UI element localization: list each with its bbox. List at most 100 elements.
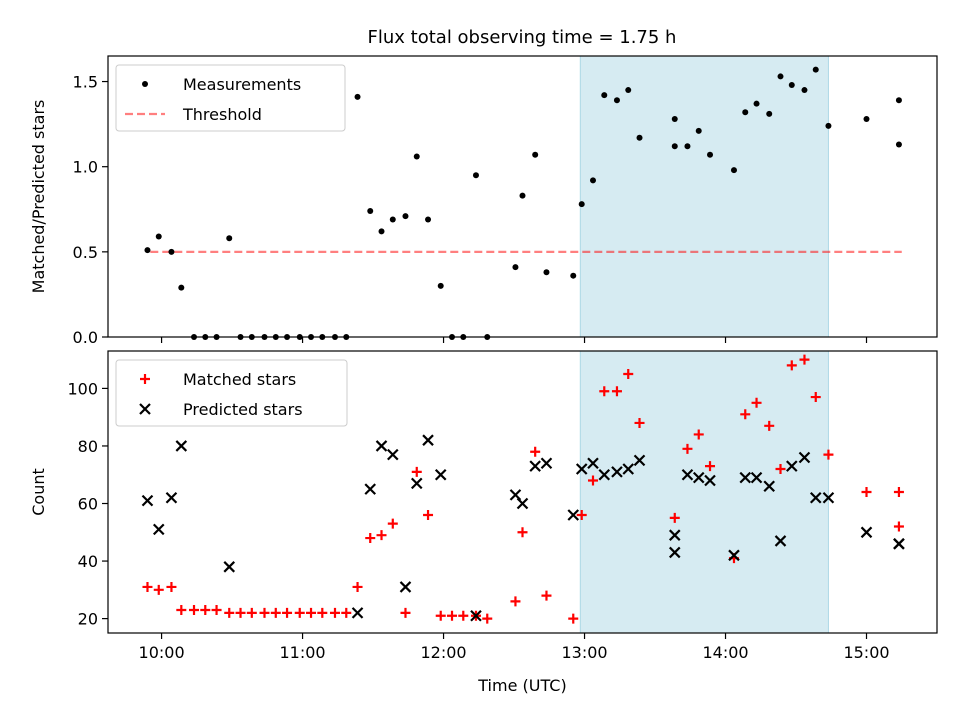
predicted-star-marker	[223, 561, 236, 573]
matched-star-marker	[259, 607, 270, 618]
matched-star-marker	[599, 386, 610, 397]
legend-label: Threshold	[182, 105, 262, 124]
predicted-star-marker	[509, 489, 522, 501]
predicted-star-marker	[470, 609, 482, 622]
legend-label: Matched stars	[183, 370, 296, 389]
predicted-star-marker	[692, 471, 705, 484]
y-tick-label: 20	[78, 610, 98, 629]
matched-star-marker	[740, 409, 751, 420]
matched-star-marker	[568, 613, 579, 624]
legend-box	[115, 359, 348, 427]
predicted-star-marker	[739, 471, 752, 484]
measurement-point	[636, 134, 643, 141]
measurement-point	[812, 66, 819, 73]
measurement-point	[578, 201, 585, 208]
y-tick-label: 80	[78, 437, 98, 456]
matched-star-marker	[423, 510, 434, 521]
matched-star-marker	[693, 429, 704, 440]
predicted-star-marker	[750, 471, 763, 484]
predicted-star-marker	[786, 460, 798, 472]
y-tick-label: 1.5	[73, 73, 98, 92]
predicted-star-marker	[165, 491, 178, 504]
measurement-point	[766, 110, 773, 117]
matched-star-marker	[352, 581, 363, 592]
matched-star-marker	[447, 610, 458, 621]
measurement-point	[895, 97, 902, 104]
matched-star-marker	[786, 360, 797, 371]
measurement-point	[512, 264, 519, 271]
matched-star-marker	[530, 446, 541, 457]
y-tick-label: 60	[78, 495, 98, 514]
predicted-star-marker	[567, 509, 580, 521]
x-tick-label: 11:00	[280, 643, 326, 662]
predicted-star-marker	[611, 466, 623, 478]
observing-window-shade	[579, 350, 829, 634]
y-axis-label: Matched/Predicted stars	[29, 100, 48, 294]
measurement-point	[707, 151, 714, 158]
matched-star-marker	[341, 607, 352, 618]
predicted-star-marker	[587, 457, 599, 470]
predicted-star-marker	[622, 463, 635, 475]
predicted-star-marker	[375, 440, 388, 452]
matched-star-marker	[435, 610, 446, 621]
measurement-point	[801, 87, 808, 94]
legend-label: Predicted stars	[183, 400, 303, 419]
measurement-point	[589, 177, 596, 184]
matched-star-marker	[541, 590, 552, 601]
star-count-panel: 20 40 60 80 100 10:00 11:00 12:00 13:00 14:00 15:0…	[29, 350, 938, 695]
measurement-point	[367, 207, 374, 214]
predicted-star-marker	[175, 440, 188, 452]
predicted-star-marker	[809, 491, 822, 504]
measurement-point	[753, 100, 760, 107]
measurement-point	[402, 213, 409, 220]
matched-star-marker	[376, 530, 387, 541]
legend-measurement-marker	[142, 81, 148, 87]
matched-star-marker	[587, 475, 598, 486]
measurement-point	[742, 109, 749, 116]
predicted-star-marker	[516, 497, 529, 510]
series-measurements	[144, 66, 902, 340]
measurement-point	[570, 272, 577, 279]
predicted-star-marker	[410, 477, 423, 490]
matched-star-marker	[166, 581, 177, 592]
measurement-point	[168, 248, 175, 255]
matched-star-marker	[142, 581, 153, 592]
series-predicted-stars	[141, 434, 905, 622]
matched-star-marker	[211, 604, 222, 615]
matched-star-marker	[153, 584, 164, 595]
measurement-point	[389, 216, 396, 223]
measurement-point	[178, 284, 185, 291]
measurement-point	[472, 172, 479, 179]
measurement-point	[543, 269, 550, 276]
matched-star-marker	[669, 512, 680, 523]
predicted-star-marker	[422, 434, 434, 446]
legend: Measurements Threshold	[115, 64, 346, 132]
x-tick-label: 10:00	[139, 643, 185, 662]
matched-star-marker	[365, 533, 376, 544]
predicted-star-marker	[704, 474, 716, 487]
measurement-point	[825, 122, 832, 129]
matched-star-marker	[200, 604, 211, 615]
predicted-star-marker	[668, 529, 681, 541]
measurement-point	[425, 216, 432, 223]
measurement-point	[671, 116, 678, 123]
predicted-star-marker	[399, 581, 412, 593]
measurement-point	[730, 167, 737, 174]
matched-star-marker	[682, 443, 693, 454]
matched-star-marker	[764, 420, 775, 431]
matched-star-marker	[810, 392, 821, 403]
matched-star-marker	[458, 610, 469, 621]
measurement-point	[863, 116, 870, 123]
predicted-star-marker	[822, 491, 835, 504]
measurement-point	[519, 192, 526, 199]
y-tick-label: 1.0	[73, 158, 98, 177]
measurement-point	[144, 247, 151, 254]
measurement-point	[226, 235, 233, 242]
matched-star-marker	[294, 607, 305, 618]
x-tick-label: 12:00	[420, 643, 466, 662]
predicted-star-marker	[763, 480, 776, 493]
matched-star-marker	[224, 607, 235, 618]
figure-title: Flux total observing time = 1.75 h	[368, 27, 677, 48]
legend-predicted-marker	[139, 403, 151, 415]
matched-star-marker	[387, 518, 398, 529]
